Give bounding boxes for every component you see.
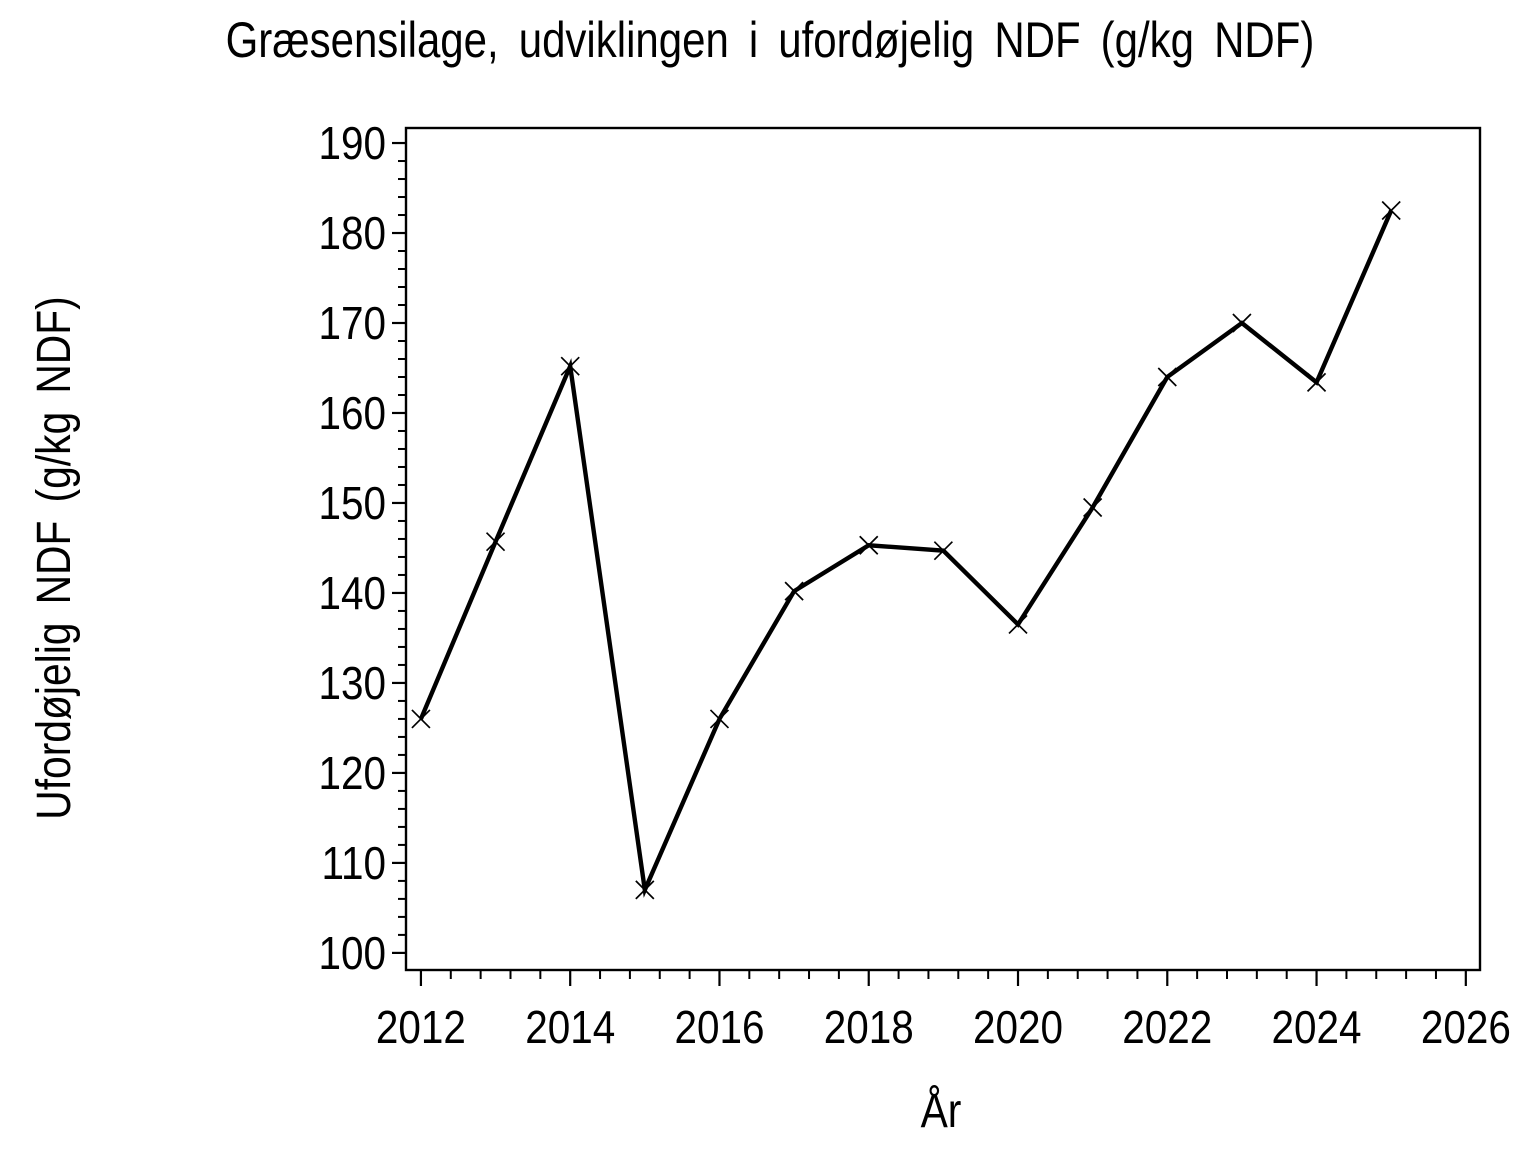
marker-stroke [784,581,804,601]
plot-area: 100 110 120 130 140 150 160 170 180 190 2012 2014 20… [318,119,1510,1054]
marker-stroke [859,535,879,555]
marker-stroke [1008,614,1028,635]
y-tick-label: 110 [321,839,386,890]
data-point-marker [784,581,804,601]
x-axis-title: År [921,1085,962,1138]
data-point-marker [933,541,953,561]
plot-frame [404,126,1482,972]
y-tick-label: 160 [318,389,386,440]
y-tick-label: 150 [318,479,386,530]
x-tick-label: 2020 [973,1003,1063,1054]
marker-stroke [933,541,953,561]
data-point-marker [1306,372,1327,392]
x-tick-label: 2026 [1421,1003,1511,1054]
marker-stroke [1232,313,1252,333]
y-tick-label: 170 [318,299,386,350]
data-point-marker [1157,367,1177,387]
marker-stroke [411,709,431,729]
marker-stroke [1381,200,1401,221]
x-tick-label: 2014 [525,1003,615,1054]
y-tick-label: 140 [318,569,386,620]
y-axis-title: Ufordøjelig NDF (g/kg NDF) [28,296,81,820]
marker-stroke [709,709,730,729]
x-tick-label: 2016 [674,1003,764,1054]
x-tick-label: 2018 [824,1003,914,1054]
data-point-marker [411,709,431,729]
x-tick-label: 2022 [1122,1003,1212,1054]
x-tick-label: 2012 [376,1003,466,1054]
x-tick-label: 2024 [1272,1003,1362,1054]
data-point-marker [1008,614,1028,635]
marker-stroke [635,880,655,900]
data-point-marker [709,709,730,729]
data-point-marker [859,535,879,555]
marker-stroke [1157,367,1177,387]
y-tick-label: 190 [318,119,386,170]
marker-stroke [1083,497,1103,518]
data-point-marker [1381,200,1401,221]
data-point-marker [635,880,655,900]
data-point-marker [1232,313,1252,333]
chart-title: Græsensilage, udviklingen i ufordøjelig … [226,12,1315,68]
marker-stroke [1306,372,1327,392]
data-point-marker [1083,497,1103,518]
y-tick-label: 100 [318,929,386,980]
marker-stroke [485,532,506,552]
data-point-marker [485,532,506,552]
series-line [418,209,1394,898]
data-point-marker [560,356,580,376]
y-tick-label: 180 [318,209,386,260]
marker-stroke [560,356,580,376]
y-tick-label: 130 [318,659,386,710]
y-tick-label: 120 [318,749,386,800]
